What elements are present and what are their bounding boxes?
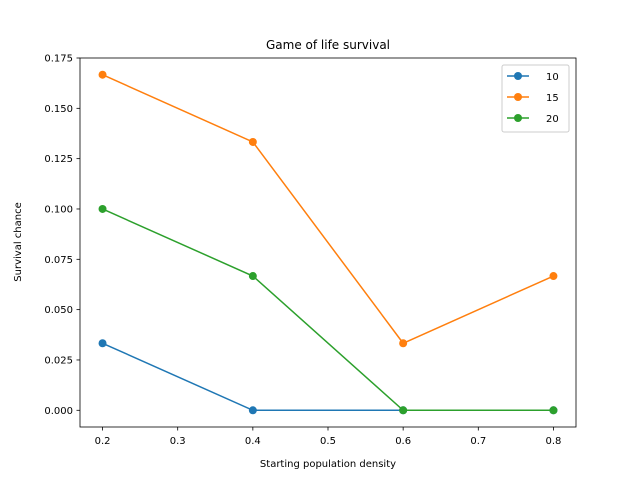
data-point-20-0 xyxy=(98,204,107,213)
data-point-10-1 xyxy=(248,406,257,415)
legend-marker-15 xyxy=(514,93,522,101)
legend-marker-10 xyxy=(514,72,522,80)
y-tick-label: 0.000 xyxy=(44,406,73,417)
x-tick-label: 0.6 xyxy=(395,436,411,447)
y-tick-label: 0.050 xyxy=(44,305,73,316)
x-tick-label: 0.8 xyxy=(546,436,562,447)
x-tick-label: 0.4 xyxy=(245,436,261,447)
chart-title: Game of life survival xyxy=(266,38,390,52)
data-point-15-3 xyxy=(549,272,558,281)
legend-box xyxy=(501,64,570,133)
data-point-20-3 xyxy=(549,406,558,415)
x-tick-label: 0.7 xyxy=(470,436,486,447)
data-point-10-0 xyxy=(98,339,107,348)
data-point-15-2 xyxy=(399,339,408,348)
y-tick-label: 0.025 xyxy=(44,355,73,366)
legend-label-10: 10 xyxy=(546,72,559,83)
legend: 10 15 20 xyxy=(501,64,570,133)
data-point-15-0 xyxy=(98,70,107,79)
data-point-15-1 xyxy=(248,137,257,146)
x-tick-label: 0.3 xyxy=(170,436,186,447)
legend-label-15: 15 xyxy=(546,93,559,104)
legend-marker-20 xyxy=(514,114,522,122)
series-line-15 xyxy=(102,74,554,345)
plot-area xyxy=(98,70,558,415)
x-axis-label: Starting population density xyxy=(260,459,396,470)
y-tick-label: 0.100 xyxy=(44,204,73,215)
y-axis-label: Survival chance xyxy=(13,202,24,281)
data-point-20-2 xyxy=(399,406,408,415)
x-tick-label: 0.5 xyxy=(320,436,336,447)
legend-label-20: 20 xyxy=(546,114,559,125)
y-tick-label: 0.075 xyxy=(44,255,73,266)
axes: 0.2 0.3 0.4 0.5 0.6 0.7 0.8 0.000 0.025 0.050 0.07… xyxy=(44,54,577,447)
y-tick-label: 0.175 xyxy=(44,54,73,65)
x-tick-label: 0.2 xyxy=(95,436,111,447)
series-line-20 xyxy=(102,208,554,412)
y-tick-label: 0.150 xyxy=(44,104,73,115)
y-tick-label: 0.125 xyxy=(44,154,73,165)
data-point-20-1 xyxy=(248,272,257,281)
series-line-10 xyxy=(102,342,554,412)
